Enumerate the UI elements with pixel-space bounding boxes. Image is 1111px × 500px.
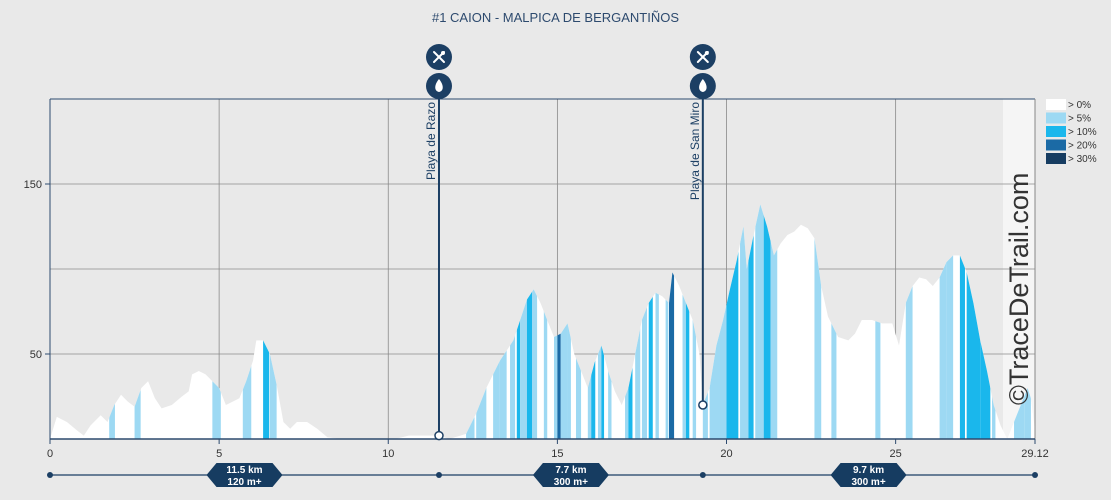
gradient-band xyxy=(641,204,648,439)
x-tick-label: 15 xyxy=(551,448,563,460)
segment-marker xyxy=(1032,472,1038,478)
poi-point xyxy=(698,400,708,410)
legend-swatch xyxy=(1046,126,1066,137)
legend-label: > 30% xyxy=(1068,154,1097,165)
gradient-band xyxy=(939,204,947,439)
gradient-band xyxy=(748,204,754,439)
poi-label: Playa de Razo xyxy=(424,102,438,180)
segment-marker xyxy=(699,472,706,478)
utensils-icon xyxy=(696,51,709,63)
axis-ticks: 0 5 10 15 20 25 29.12 50 150 xyxy=(24,179,1049,460)
segment-badge-shape xyxy=(532,463,609,487)
gradient-band xyxy=(770,204,778,439)
gradient-band xyxy=(669,204,675,439)
gradient-band xyxy=(520,204,527,439)
gradient-band xyxy=(648,204,653,439)
x-tick-label: 29.12 xyxy=(1021,448,1049,460)
gradient-band xyxy=(682,204,686,439)
legend-label: > 20% xyxy=(1068,141,1097,152)
poi-label: Playa de San Miro xyxy=(688,102,702,200)
x-tick-label: 0 xyxy=(47,448,53,460)
gradient-band xyxy=(740,204,749,439)
x-tick-label: 5 xyxy=(216,448,222,460)
gradient-band xyxy=(543,204,548,439)
legend-swatch xyxy=(1046,153,1066,164)
gradient-band xyxy=(655,204,659,439)
segment-ascent: 300 m+ xyxy=(554,477,588,488)
gradient-band xyxy=(946,204,954,439)
utensils-icon xyxy=(432,51,445,63)
segment-badge-shape xyxy=(206,463,283,487)
segment-distance: 11.5 km xyxy=(226,465,262,476)
poi-point xyxy=(434,430,444,441)
x-tick-label: 25 xyxy=(890,448,902,460)
gradient-band xyxy=(685,204,690,439)
gradient-band xyxy=(526,204,533,439)
segment-ascent: 300 m+ xyxy=(851,477,885,488)
segment-marker xyxy=(47,472,53,478)
gradient-band xyxy=(665,204,669,439)
water-drop-icon xyxy=(699,79,707,92)
fork-head xyxy=(704,51,709,55)
x-tick-label: 20 xyxy=(720,448,732,460)
gradient-band xyxy=(763,204,771,439)
segment-distance: 7.7 km xyxy=(555,465,586,476)
segment-ascent: 120 m+ xyxy=(227,477,261,488)
gradient-band xyxy=(755,204,764,439)
legend-swatch xyxy=(1046,112,1066,124)
gradient-band xyxy=(532,204,538,439)
legend-swatch xyxy=(1046,139,1066,151)
water-drop-icon xyxy=(435,79,443,92)
poi-marker: Playa de San Miro xyxy=(688,44,716,410)
gradient-band xyxy=(959,204,965,439)
watermark: ©TraceDeTrail.com xyxy=(1004,173,1034,405)
segment-distance: 9.7 km xyxy=(853,465,884,476)
legend: > 0% > 5% > 10% > 20% > 30% xyxy=(1046,99,1097,165)
poi-marker: Playa de Razo xyxy=(424,44,452,441)
elevation-area xyxy=(50,204,1035,439)
gradient-band xyxy=(905,204,913,439)
points-of-interest: Playa de Razo Playa de San Miro xyxy=(424,44,716,441)
legend-label: > 5% xyxy=(1068,114,1091,125)
y-tick-label: 150 xyxy=(24,179,42,191)
legend-label: > 0% xyxy=(1068,100,1091,111)
segment-badge-shape xyxy=(830,463,907,487)
gradient-band xyxy=(814,204,822,439)
fork-head xyxy=(440,51,445,55)
gradient-band xyxy=(726,204,739,439)
drop-shape xyxy=(699,79,707,92)
legend-swatch xyxy=(1046,99,1066,110)
legend-label: > 10% xyxy=(1068,127,1097,138)
x-tick-label: 10 xyxy=(382,448,394,460)
segment-marker xyxy=(435,472,442,478)
chart-title: #1 CAION - MALPICA DE BERGANTIÑOS xyxy=(431,10,680,25)
drop-shape xyxy=(435,79,443,92)
y-tick-label: 50 xyxy=(30,349,42,361)
